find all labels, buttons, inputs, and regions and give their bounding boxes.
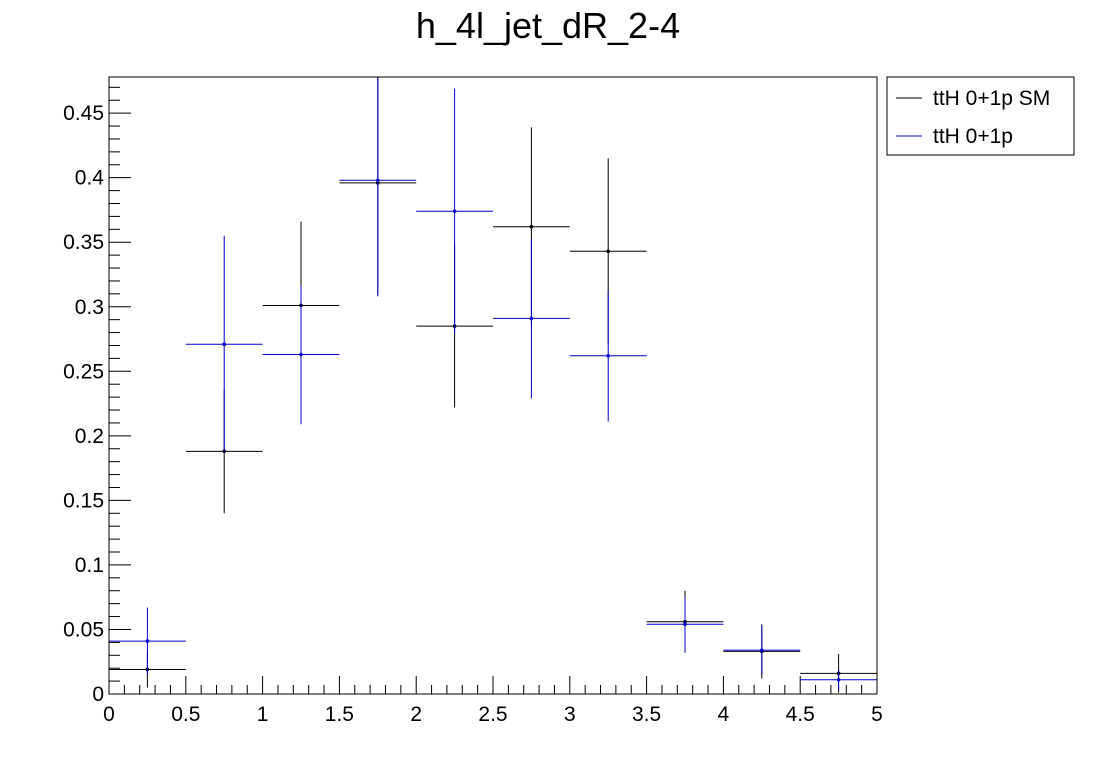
y-tick-label: 0.15: [63, 489, 104, 512]
x-tick-label: 2: [410, 703, 422, 726]
y-tick-label: 0: [92, 683, 104, 706]
data-point: [376, 178, 380, 183]
x-tick-label: 4.5: [786, 703, 815, 726]
data-point: [452, 209, 457, 214]
series-1: [109, 77, 877, 691]
data-point: [145, 639, 150, 643]
y-tick-label: 0.35: [63, 231, 104, 254]
data-point: [836, 678, 841, 682]
axes: 0 0.5 1 1.5 2 2.5 3 3.5 4 4.5 5 0 0.05 0.1 0.15 0.2 0.25…: [63, 76, 883, 726]
legend-box: [886, 76, 1075, 156]
x-tick-label: 4: [718, 703, 730, 726]
x-tick-label: 2.5: [478, 703, 507, 726]
y-tick-label: 0.4: [75, 167, 105, 190]
data-point: [222, 342, 226, 346]
legend: ttH 0+1p SM ttH 0+1p: [886, 76, 1075, 156]
legend-entry: ttH 0+1p SM: [933, 87, 1050, 110]
y-tick-label: 0.2: [75, 425, 104, 448]
y-tick-label: 0.3: [75, 296, 104, 319]
data-point: [299, 352, 303, 357]
x-tick-label: 1: [257, 703, 269, 726]
data-point: [529, 316, 534, 321]
data-point: [529, 224, 534, 229]
x-tick-label: 3: [564, 703, 576, 726]
y-tick-label: 0.1: [75, 554, 104, 577]
y-tick-label: 0.05: [63, 618, 104, 641]
x-tick-label: 3.5: [632, 703, 661, 726]
y-tick-label: 0.45: [63, 102, 104, 125]
chart-title: h_4l_jet_dR_2-4: [416, 5, 680, 46]
y-tick-label: 0.25: [63, 360, 104, 383]
data-point: [683, 622, 687, 627]
data-point: [606, 249, 610, 254]
x-tick-label: 1.5: [325, 703, 354, 726]
x-tick-label: 0: [103, 703, 115, 726]
data-series: [109, 77, 877, 693]
x-tick-label: 0.5: [171, 703, 200, 726]
data-point: [760, 648, 764, 652]
data-point: [606, 354, 610, 358]
x-tick-label: 5: [871, 703, 883, 726]
legend-entry: ttH 0+1p: [933, 125, 1013, 148]
